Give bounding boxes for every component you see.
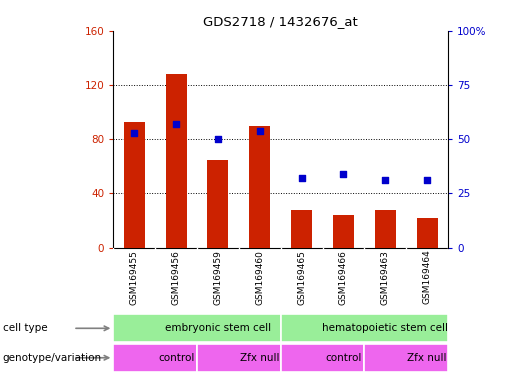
Text: hematopoietic stem cell: hematopoietic stem cell	[322, 323, 448, 333]
Text: GSM169466: GSM169466	[339, 250, 348, 305]
Point	[381, 177, 389, 184]
Text: genotype/variation: genotype/variation	[3, 353, 101, 363]
Point	[298, 175, 306, 181]
Bar	[113, 314, 281, 343]
Text: GSM169463: GSM169463	[381, 250, 390, 305]
Text: Zfx null: Zfx null	[240, 353, 280, 363]
Bar	[417, 218, 438, 248]
Point	[339, 171, 348, 177]
Text: control: control	[158, 353, 194, 363]
Bar	[208, 160, 228, 248]
Text: GSM169464: GSM169464	[423, 250, 432, 305]
Bar	[281, 344, 365, 372]
Bar	[281, 314, 448, 343]
Text: GSM169460: GSM169460	[255, 250, 264, 305]
Text: control: control	[325, 353, 362, 363]
Bar	[375, 210, 396, 248]
Bar	[291, 210, 312, 248]
Text: GSM169459: GSM169459	[213, 250, 222, 305]
Text: GSM169465: GSM169465	[297, 250, 306, 305]
Point	[423, 177, 431, 184]
Point	[214, 136, 222, 142]
Bar	[113, 344, 197, 372]
Bar	[166, 74, 186, 248]
Bar	[124, 122, 145, 248]
Point	[172, 121, 180, 127]
Bar	[365, 344, 448, 372]
Bar	[249, 126, 270, 248]
Text: Zfx null: Zfx null	[407, 353, 447, 363]
Text: GSM169455: GSM169455	[130, 250, 139, 305]
Point	[255, 127, 264, 134]
Text: GSM169456: GSM169456	[171, 250, 181, 305]
Bar	[197, 344, 281, 372]
Text: embryonic stem cell: embryonic stem cell	[165, 323, 271, 333]
Title: GDS2718 / 1432676_at: GDS2718 / 1432676_at	[203, 15, 358, 28]
Text: cell type: cell type	[3, 323, 47, 333]
Bar	[333, 215, 354, 248]
Point	[130, 130, 139, 136]
